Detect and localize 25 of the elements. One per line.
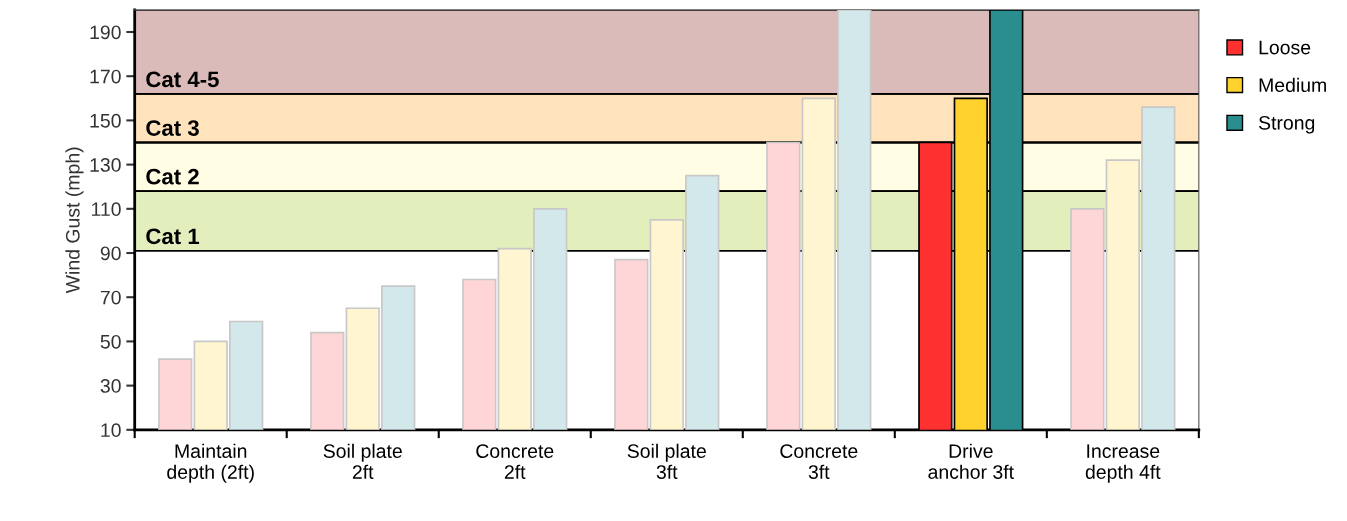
y-tick-label: 110	[91, 202, 121, 217]
y-tick-label: 50	[100, 334, 121, 349]
band-label: Cat 1	[146, 228, 200, 245]
band-label: Cat 4-5	[146, 71, 219, 88]
x-tick-label: Drive anchor 3ft	[928, 443, 1014, 479]
band-label: Cat 3	[146, 120, 199, 136]
y-tick-label: 70	[100, 290, 121, 305]
x-tick-label: Soil plate 3ft	[627, 443, 706, 479]
legend-label: Strong	[1258, 115, 1315, 134]
legend-label: Medium	[1259, 77, 1326, 93]
y-tick-label: 150	[90, 113, 121, 128]
legend-label: Loose	[1259, 40, 1311, 55]
y-axis-title: Wind Gust (mph)	[65, 147, 84, 294]
y-tick-label: 170	[90, 69, 121, 84]
x-tick-label: Increase depth 4ft	[1085, 444, 1161, 483]
x-tick-label: Maintain depth (2ft)	[167, 443, 254, 483]
y-tick-label: 130	[90, 158, 121, 172]
y-tick-label: 90	[100, 246, 121, 261]
y-tick-label: 190	[90, 25, 121, 40]
band-label: Cat 2	[146, 168, 199, 185]
y-tick-label: 30	[100, 379, 121, 393]
x-tick-label: Concrete 2ft	[476, 444, 554, 479]
x-tick-label: Soil plate 2ft	[323, 443, 402, 479]
x-tick-label: Concrete 3ft	[780, 444, 858, 479]
y-tick-label: 10	[101, 423, 121, 438]
